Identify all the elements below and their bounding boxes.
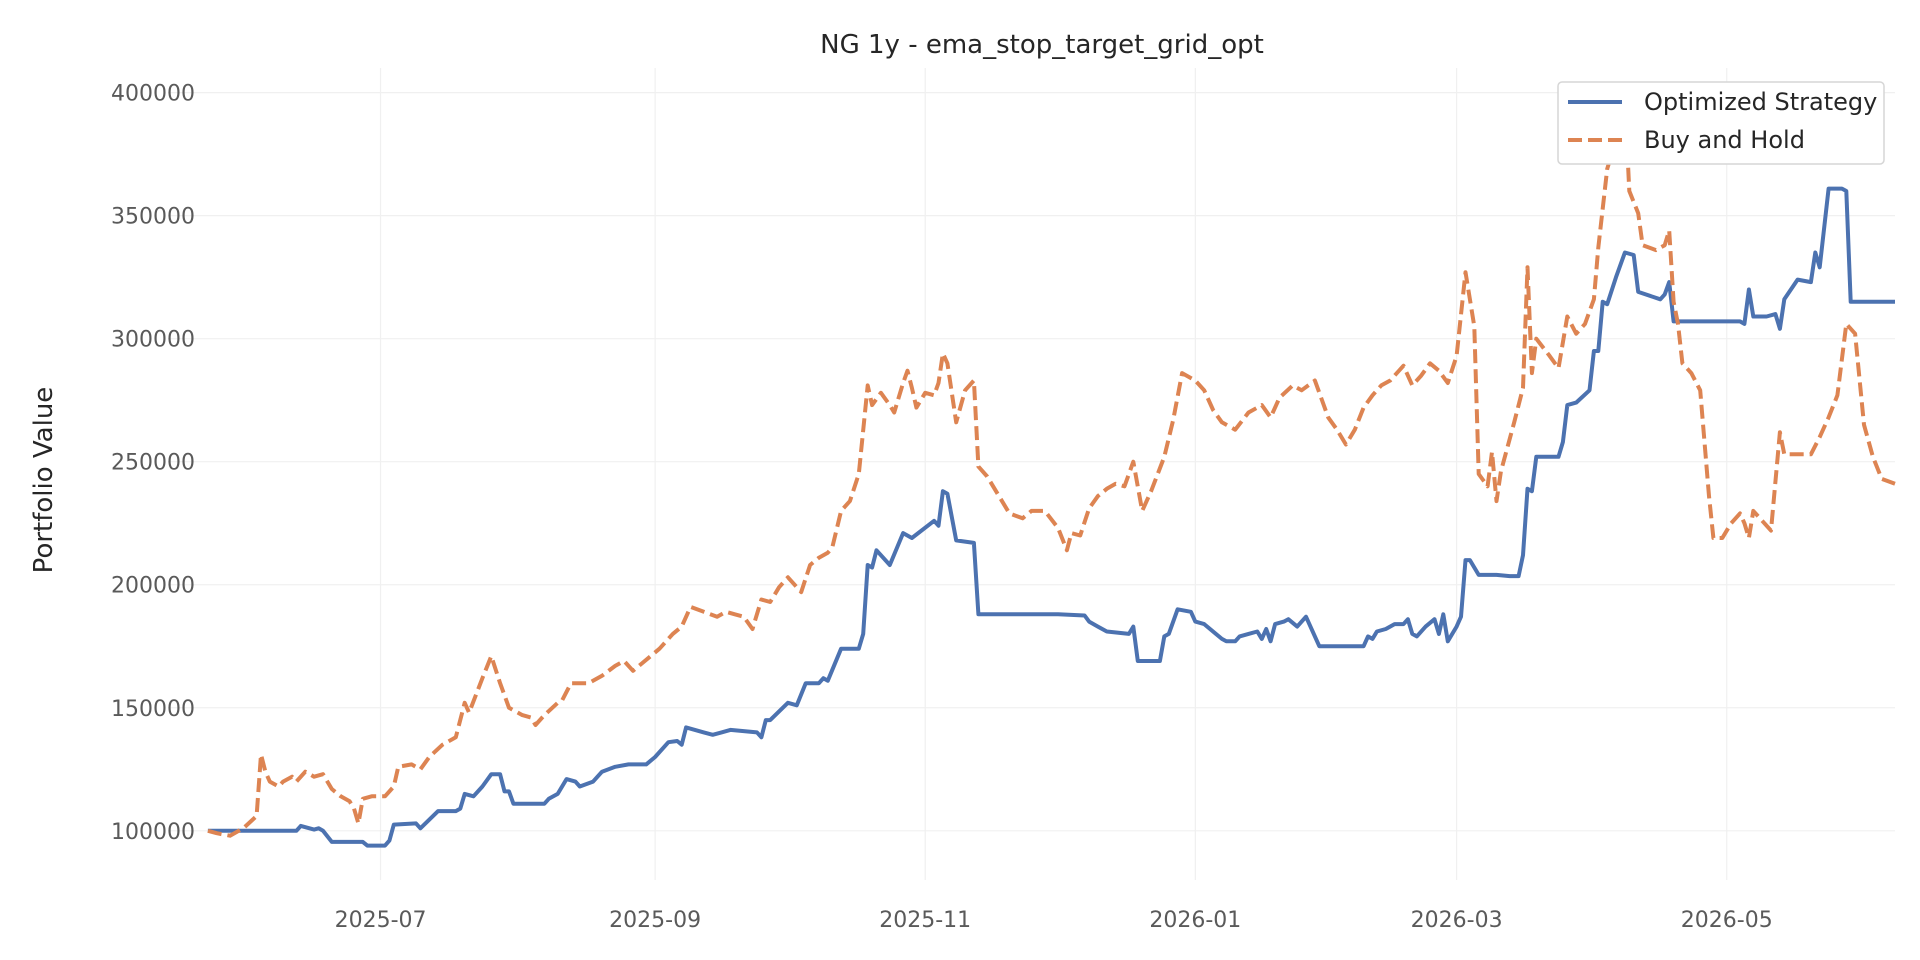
grid (168, 68, 1895, 880)
y-tick-label: 350000 (111, 205, 195, 230)
x-tick-label: 2026-01 (1149, 908, 1241, 933)
x-tick-label: 2026-05 (1681, 908, 1773, 933)
x-tick-label: 2026-03 (1411, 908, 1503, 933)
legend-frame (1557, 81, 1885, 165)
legend-label-buy-and-hold: Buy and Hold (1644, 126, 1805, 154)
y-tick-label: 100000 (111, 820, 195, 845)
y-tick-labels: 100000 150000 200000 250000 300000 350000 4000… (111, 82, 195, 845)
y-axis-label: Portfolio Value (29, 387, 59, 574)
y-tick-label: 400000 (111, 82, 195, 107)
x-tick-label: 2025-07 (335, 908, 427, 933)
y-tick-label: 200000 (111, 574, 195, 599)
x-tick-label: 2025-09 (609, 908, 701, 933)
y-tick-label: 150000 (111, 697, 195, 722)
y-tick-label: 300000 (111, 328, 195, 353)
legend-label-optimized-strategy: Optimized Strategy (1644, 88, 1877, 116)
x-tick-labels: 2025-07 2025-09 2025-11 2026-01 2026-03 2026-… (335, 908, 1773, 933)
x-tick-label: 2025-11 (879, 908, 971, 933)
y-tick-label: 250000 (111, 451, 195, 476)
series-line-buy-and-hold (207, 98, 1896, 838)
series-line-optimized-strategy (207, 186, 1895, 848)
chart-title: NG 1y - ema_stop_target_grid_opt (820, 30, 1264, 60)
legend: Optimized Strategy Buy and Hold (1557, 81, 1885, 165)
series-layer (207, 98, 1896, 848)
